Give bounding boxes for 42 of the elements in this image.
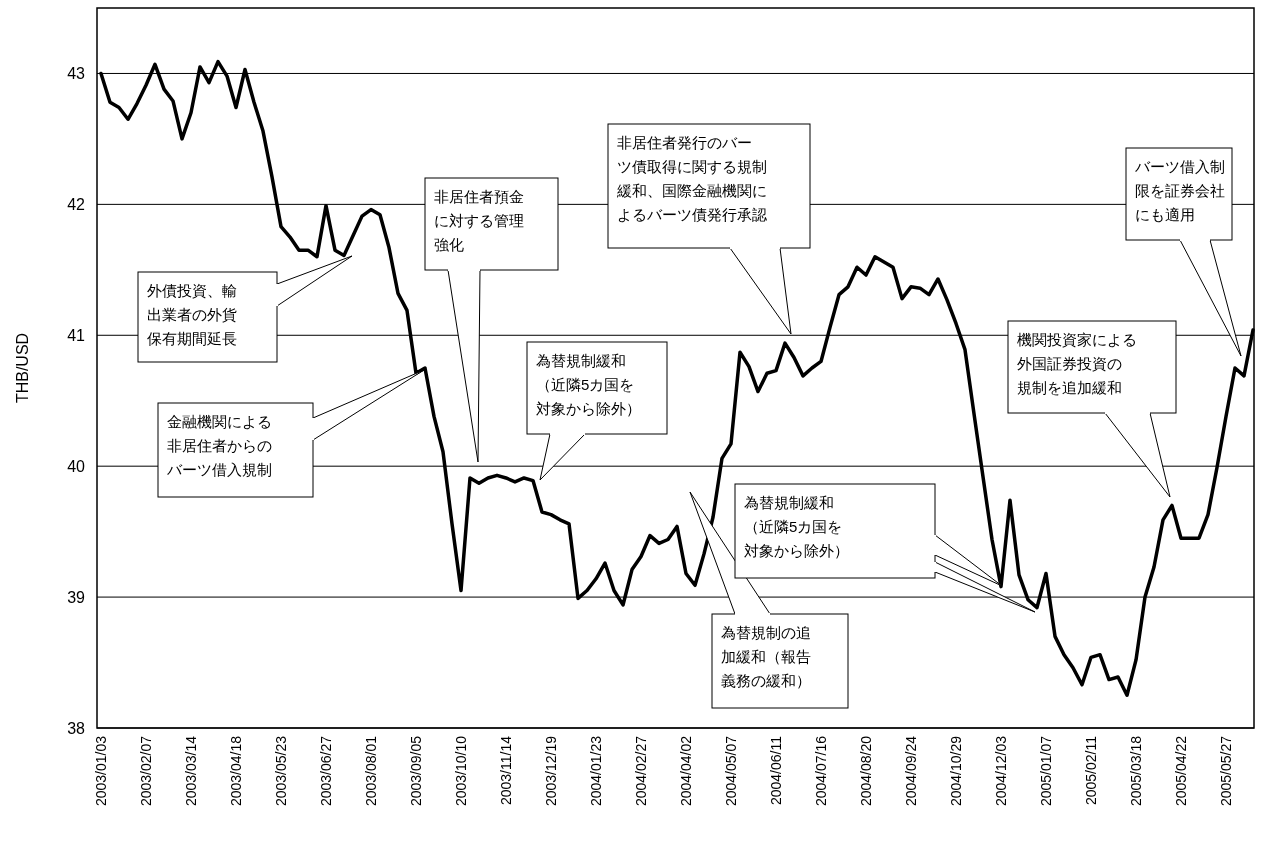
x-tick-label: 2003/10/10: [453, 735, 469, 807]
annotation: 外債投資、輸出業者の外貨保有期間延長: [147, 282, 237, 347]
x-tick-label: 2003/01/03: [93, 735, 109, 807]
y-tick-label: 42: [67, 195, 86, 213]
annotation: 為替規制の追加緩和（報告義務の緩和）: [721, 624, 811, 689]
annotation: バーツ借入制限を証券会社にも適用: [1134, 158, 1225, 223]
x-tick-label: 2003/04/18: [228, 735, 244, 807]
x-tick-label: 2004/09/24: [903, 735, 919, 807]
x-tick-label: 2005/04/22: [1173, 735, 1189, 807]
x-tick-label: 2004/04/02: [678, 735, 694, 807]
x-tick-label: 2003/06/27: [318, 735, 334, 807]
x-tick-label: 2004/01/23: [588, 735, 604, 807]
x-tick-label: 2005/02/11: [1083, 735, 1099, 806]
x-tick-label: 2004/10/29: [948, 735, 964, 807]
x-tick-label: 2003/02/07: [138, 735, 154, 807]
x-tick-label: 2004/07/16: [813, 735, 829, 807]
y-tick-label: 43: [67, 65, 86, 83]
x-tick-label: 2005/01/07: [1038, 735, 1054, 807]
annotation: 非居住者預金に対する管理強化: [434, 188, 524, 253]
annotation: 為替規制緩和（近隣5カ国を対象から除外）: [536, 352, 641, 417]
x-tick-label: 2003/05/23: [273, 735, 289, 807]
y-tick-label: 41: [67, 326, 86, 344]
annotation: 為替規制緩和（近隣5カ国を対象から除外）: [744, 494, 849, 559]
x-tick-label: 2004/02/27: [633, 735, 649, 807]
y-tick-label: 38: [67, 719, 86, 737]
x-tick-label: 2003/09/05: [408, 735, 424, 807]
x-tick-label: 2003/12/19: [543, 735, 559, 807]
x-tick-label: 2003/11/14: [498, 735, 514, 806]
y-tick-label: 40: [67, 457, 86, 475]
annotation: 機関投資家による外国証券投資の規制を追加緩和: [1017, 331, 1137, 396]
x-tick-label: 2003/08/01: [363, 735, 379, 807]
x-tick-label: 2004/12/03: [993, 735, 1009, 807]
y-tick-label: 39: [67, 588, 86, 606]
x-tick-label: 2005/03/18: [1128, 735, 1144, 807]
annotation: 非居住者発行のバーツ債取得に関する規制緩和、国際金融機関によるバーツ債発行承認: [616, 134, 767, 223]
x-tick-label: 2005/05/27: [1218, 735, 1234, 807]
annotation: 金融機関による非居住者からのバーツ借入規制: [166, 413, 272, 478]
y-axis-title: THB/USD: [14, 332, 31, 404]
x-tick-label: 2004/05/07: [723, 735, 739, 807]
x-tick-label: 2004/06/11: [768, 735, 784, 806]
x-tick-label: 2003/03/14: [183, 735, 199, 807]
x-tick-label: 2004/08/20: [858, 735, 874, 807]
